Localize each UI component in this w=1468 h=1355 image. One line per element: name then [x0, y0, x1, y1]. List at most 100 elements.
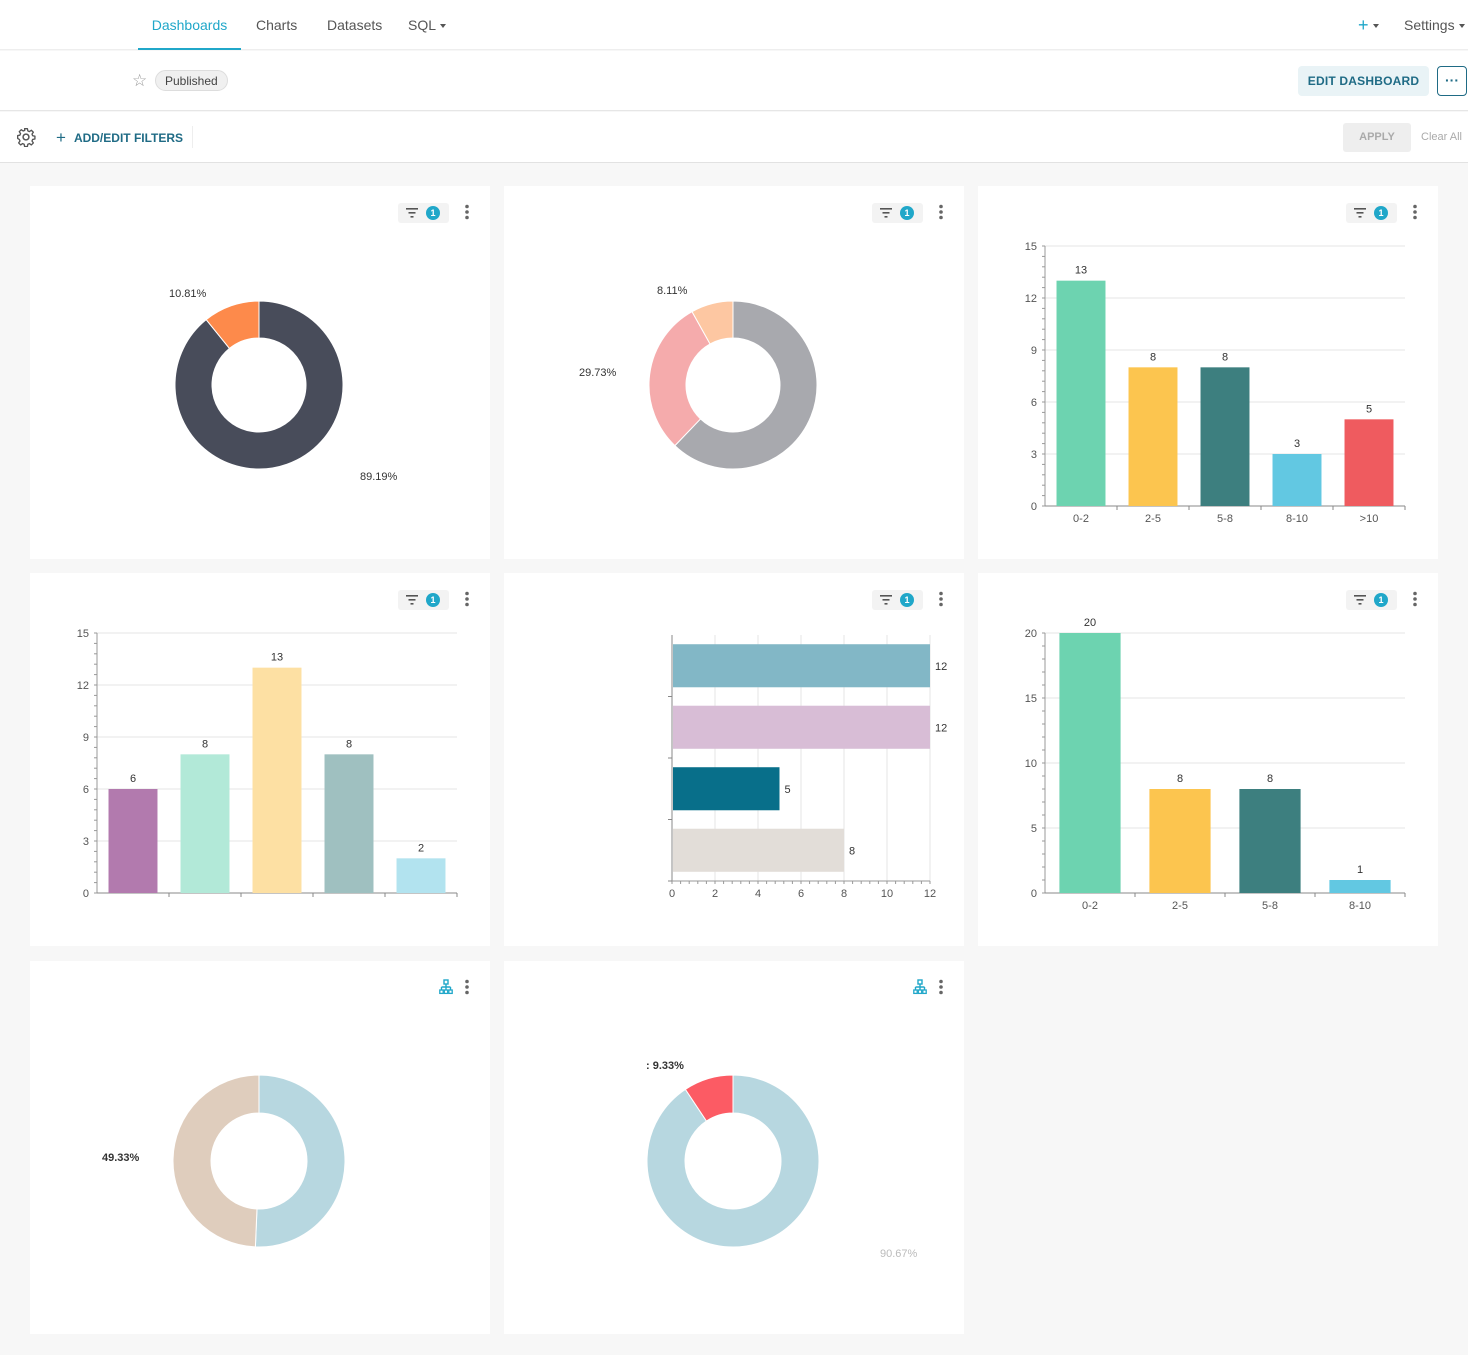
- bar-value-label: 8: [1267, 773, 1273, 785]
- filter-indicator[interactable]: 1: [398, 203, 449, 223]
- filter-icon: [406, 595, 418, 605]
- kebab-icon[interactable]: [464, 979, 470, 995]
- top-nav: Dashboards Charts Datasets SQL + Setting…: [0, 0, 1468, 50]
- kebab-icon[interactable]: [938, 204, 944, 220]
- chart-card: 49.33%: [30, 961, 490, 1334]
- y-tick-label: 10: [1025, 758, 1037, 770]
- plus-icon: +: [1358, 15, 1369, 35]
- add-filters-label: ADD/EDIT FILTERS: [73, 131, 184, 145]
- kebab-icon[interactable]: [464, 591, 470, 607]
- filter-bar: + ADD/EDIT FILTERS APPLY Clear All: [0, 112, 1468, 163]
- filter-count-badge: 1: [1374, 593, 1388, 607]
- y-tick-label: 5: [1031, 823, 1037, 835]
- chevron-down-icon: [1372, 24, 1379, 29]
- filter-count-badge: 1: [426, 593, 440, 607]
- kebab-icon[interactable]: [938, 591, 944, 607]
- pie-slice[interactable]: [674, 300, 818, 470]
- bar[interactable]: [1128, 367, 1178, 506]
- x-tick-label: 5-8: [1217, 513, 1233, 525]
- pie-slice[interactable]: [254, 1074, 346, 1248]
- apply-button[interactable]: APPLY: [1343, 123, 1411, 152]
- settings-label: Settings: [1404, 17, 1455, 33]
- slice-label: 49.33%: [102, 1152, 140, 1164]
- chart-card: 8.11% 29.73% 1: [504, 186, 964, 559]
- bar[interactable]: [1200, 367, 1250, 506]
- bar-chart: 0 3 6 9 12 15 6 8 13 8 2: [77, 628, 458, 900]
- clear-all-button[interactable]: Clear All: [1421, 131, 1462, 143]
- x-tick-label: 12: [924, 888, 936, 900]
- bar[interactable]: [673, 705, 930, 749]
- add-edit-filters-button[interactable]: + ADD/EDIT FILTERS: [56, 112, 183, 163]
- star-icon[interactable]: ☆: [132, 71, 148, 90]
- bar[interactable]: [1272, 454, 1322, 506]
- bar[interactable]: [1149, 789, 1211, 893]
- bar[interactable]: [1344, 419, 1394, 506]
- filter-indicator[interactable]: 1: [1346, 203, 1397, 223]
- kebab-icon[interactable]: [464, 204, 470, 220]
- pie-slice[interactable]: [691, 300, 734, 345]
- bar[interactable]: [1239, 789, 1301, 893]
- chart-card: 10.81% 89.19% 1: [30, 186, 490, 559]
- pie-slice[interactable]: [172, 1074, 260, 1248]
- x-tick-label: >10: [1360, 513, 1379, 525]
- bar-value-label: 13: [1075, 265, 1087, 277]
- bar[interactable]: [108, 789, 158, 893]
- filter-icon: [880, 595, 892, 605]
- y-tick-label: 12: [77, 680, 89, 692]
- kebab-icon[interactable]: [938, 979, 944, 995]
- bar-value-label: 8: [849, 845, 855, 857]
- bar[interactable]: [673, 767, 780, 811]
- bar[interactable]: [396, 858, 446, 893]
- gear-icon[interactable]: [16, 127, 36, 147]
- edit-dashboard-button[interactable]: EDIT DASHBOARD: [1298, 66, 1429, 96]
- slice-label: 8.11%: [657, 285, 688, 297]
- slice-label: 89.19%: [360, 471, 398, 483]
- filter-indicator[interactable]: 1: [398, 590, 449, 610]
- pie-slice[interactable]: [648, 310, 711, 447]
- kebab-icon[interactable]: [1412, 204, 1418, 220]
- slice-label: 29.73%: [579, 367, 617, 379]
- bar[interactable]: [180, 754, 230, 893]
- bar[interactable]: [1056, 280, 1106, 506]
- new-menu-button[interactable]: +: [1358, 0, 1379, 50]
- pie-slice[interactable]: [684, 1074, 734, 1122]
- y-tick-label: 20: [1025, 628, 1037, 640]
- bar[interactable]: [324, 754, 374, 893]
- status-badge[interactable]: Published: [155, 70, 228, 91]
- chart-card: 0 3 6 9 12 15 13 0-2 8 2-5 8 5-8 3 8-10 5 >10 1: [978, 186, 1438, 559]
- bar-value-label: 1: [1357, 864, 1363, 876]
- filter-count-badge: 1: [426, 206, 440, 220]
- tab-dashboards[interactable]: Dashboards: [138, 0, 241, 50]
- tab-datasets[interactable]: Datasets: [327, 0, 382, 50]
- donut-chart: 49.33%: [102, 1074, 346, 1248]
- bar-value-label: 2: [418, 842, 424, 854]
- filter-indicator[interactable]: 1: [1346, 590, 1397, 610]
- tab-label: Dashboards: [151, 17, 228, 33]
- tab-sql[interactable]: SQL: [408, 0, 447, 50]
- tab-charts[interactable]: Charts: [256, 0, 297, 50]
- dashboard-header: ☆ Published EDIT DASHBOARD ···: [0, 51, 1468, 111]
- bar[interactable]: [252, 667, 302, 893]
- pie-slice[interactable]: [646, 1074, 820, 1248]
- pie-slice[interactable]: [174, 300, 344, 470]
- settings-menu[interactable]: Settings: [1404, 0, 1465, 50]
- filter-count-badge: 1: [900, 206, 914, 220]
- filter-count-badge: 1: [900, 593, 914, 607]
- more-options-button[interactable]: ···: [1437, 66, 1467, 96]
- bar[interactable]: [1059, 633, 1121, 893]
- y-tick-label: 3: [83, 836, 89, 848]
- chevron-down-icon: [440, 24, 447, 29]
- y-tick-label: 15: [1025, 241, 1037, 253]
- pie-slice[interactable]: [205, 300, 260, 350]
- bar[interactable]: [673, 644, 930, 688]
- bar-value-label: 13: [271, 652, 283, 664]
- donut-chart: 8.11% 29.73%: [579, 285, 818, 470]
- kebab-icon[interactable]: [1412, 591, 1418, 607]
- tree-icon[interactable]: [913, 979, 927, 995]
- bar[interactable]: [673, 828, 844, 872]
- filter-indicator[interactable]: 1: [872, 590, 923, 610]
- bar[interactable]: [1329, 880, 1391, 893]
- y-tick-label: 3: [1031, 449, 1037, 461]
- tree-icon[interactable]: [439, 979, 453, 995]
- filter-indicator[interactable]: 1: [872, 203, 923, 223]
